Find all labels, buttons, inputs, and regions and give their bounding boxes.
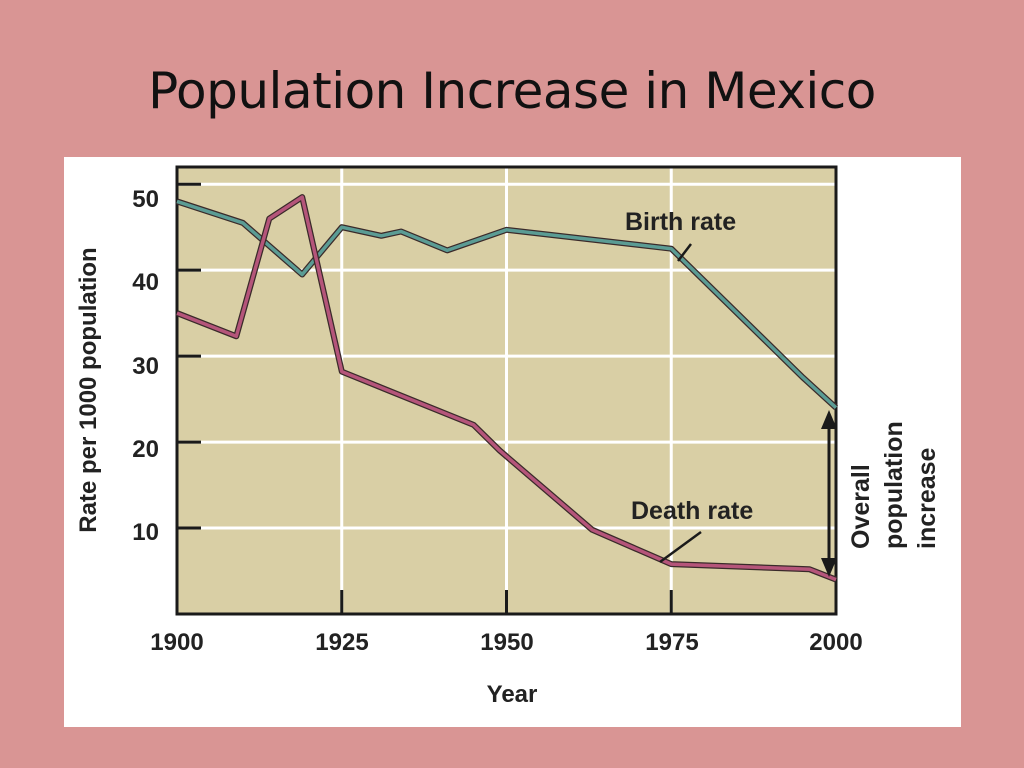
x-axis-title: Year <box>487 681 538 708</box>
x-tick-label: 2000 <box>809 629 862 656</box>
birth-rate-line <box>176 199 838 409</box>
increase-label: Overall <box>847 464 875 549</box>
y-axis-title: Rate per 1000 population <box>75 247 102 532</box>
birth-rate-label: Birth rate <box>625 208 736 236</box>
increase-arrow <box>821 410 837 577</box>
death-rate-leader <box>659 530 702 564</box>
chart-card: 10 20 30 40 50 1900 1925 1950 1975 2000 … <box>64 157 961 727</box>
x-tick-label: 1900 <box>150 629 203 656</box>
y-tick-label: 20 <box>132 436 159 463</box>
grid-horizontal <box>177 182 836 530</box>
increase-label-line: increase <box>913 447 941 549</box>
line-chart: 10 20 30 40 50 1900 1925 1950 1975 2000 … <box>75 165 941 708</box>
y-tick-label: 30 <box>132 353 159 380</box>
birth-rate-leader <box>677 243 692 262</box>
axis-ticks <box>175 182 838 614</box>
death-rate-line <box>176 195 837 582</box>
y-tick-label: 40 <box>132 269 159 296</box>
increase-label-line: Overall <box>847 464 875 549</box>
death-rate-label: Death rate <box>631 497 753 525</box>
y-tick-label: 50 <box>132 186 159 213</box>
slide-title: Population Increase in Mexico <box>148 62 876 120</box>
x-tick-label: 1950 <box>480 629 533 656</box>
x-tick-label: 1925 <box>315 629 368 656</box>
y-tick-label: 10 <box>132 519 159 546</box>
x-tick-label: 1975 <box>645 629 698 656</box>
increase-label: increase <box>913 447 941 549</box>
increase-label-line: population <box>880 421 908 549</box>
series-layer <box>175 194 839 583</box>
increase-label: population <box>880 421 908 549</box>
